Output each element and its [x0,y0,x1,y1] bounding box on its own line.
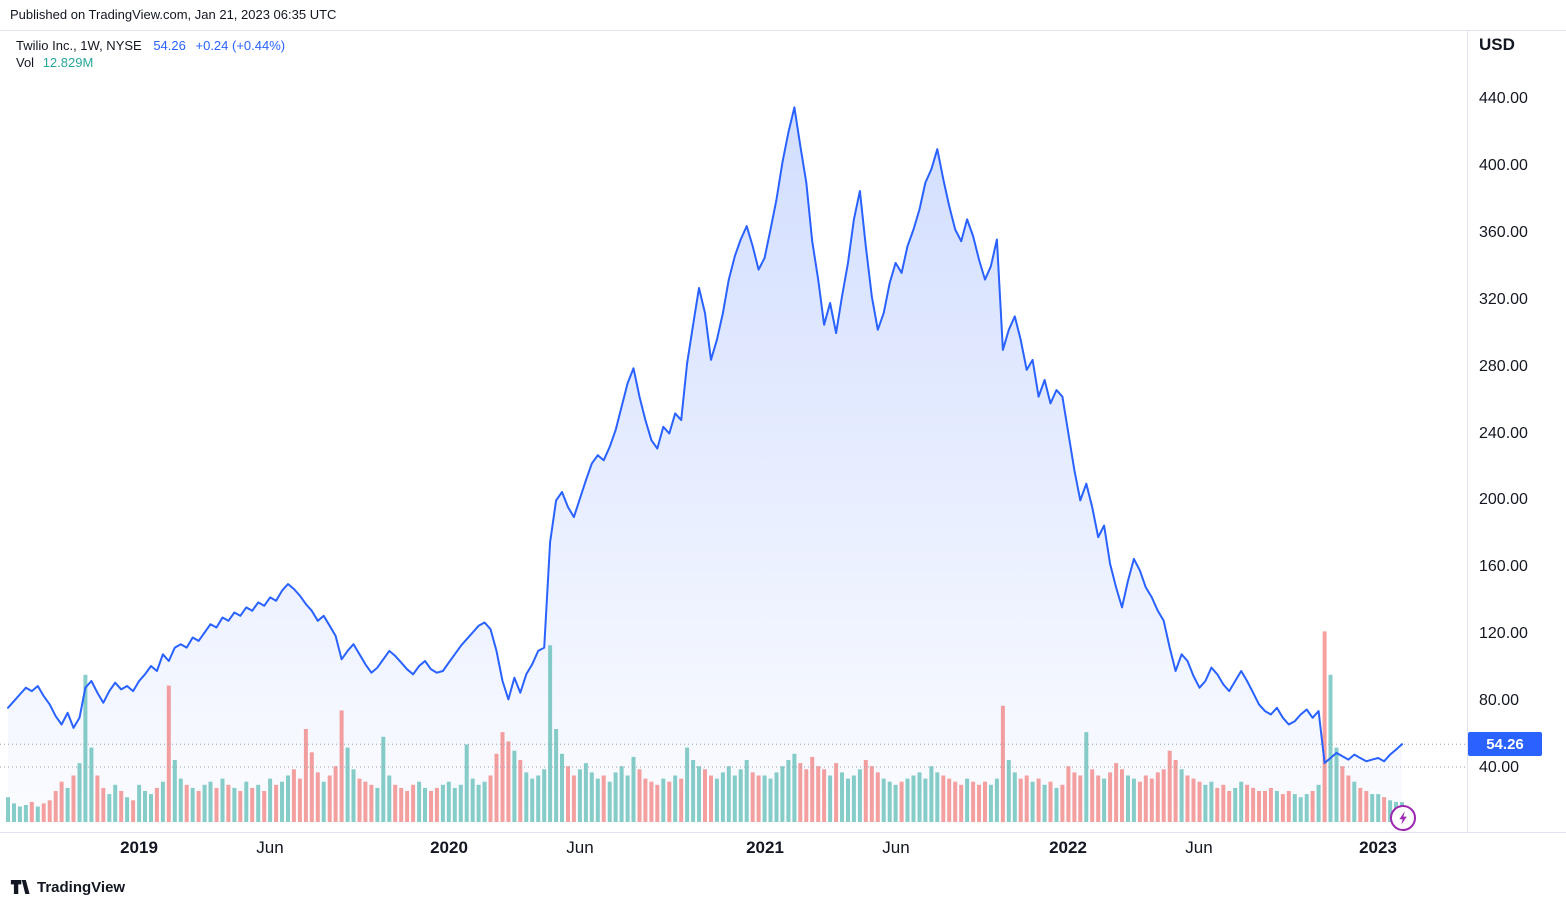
lightning-icon[interactable] [1389,804,1417,832]
time-axis[interactable]: 2019 Jun 2020 Jun 2021 Jun 2022 Jun 2023 [0,836,1467,862]
legend-change: +0.24 (+0.44%) [195,38,286,53]
price-tick-label: 120.00 [1479,625,1528,643]
time-tick-label: Jun [882,838,910,857]
price-tick-label: 160.00 [1479,558,1528,576]
time-axis-divider [0,832,1566,833]
time-tick-label: 2022 [1049,838,1087,857]
chart-legend: Twilio Inc., 1W, NYSE 54.26 +0.24 (+0.44… [16,37,291,71]
price-tick-label: 320.00 [1479,290,1528,308]
time-tick-label: 2019 [120,838,158,857]
price-tick-label: 240.00 [1479,424,1528,442]
time-tick-label: Jun [1185,838,1213,857]
current-price-value: 54.26 [1486,735,1524,753]
price-tick-label: 40.00 [1479,759,1520,776]
volume-label: Vol [16,55,35,70]
price-area-fill [8,107,1402,822]
price-tick-label: 360.00 [1479,223,1528,241]
price-tick-label: 400.00 [1479,156,1528,174]
published-note: Published on TradingView.com, Jan 21, 20… [10,7,337,22]
price-tick-label: 440.00 [1479,90,1528,107]
footer-brand-label: TradingView [37,878,126,896]
volume-bars [6,631,1404,823]
price-axis[interactable]: USD 440.00 400.00 360.00 320.00 280.00 240.00… [1468,30,1566,832]
price-axis-divider [1467,30,1468,832]
time-tick-label: 2021 [746,838,784,857]
currency-label: USD [1479,35,1515,54]
current-price-badge: 54.26 [1468,732,1542,757]
price-line [7,106,1403,764]
volume-value: 12.829M [42,55,94,70]
price-level-lines [0,743,1467,768]
legend-last-price: 54.26 [153,38,186,53]
time-tick-label: Jun [566,838,594,857]
price-tick-label: 80.00 [1479,692,1520,710]
price-tick-label: 200.00 [1479,491,1528,509]
tradingview-logo-icon [10,880,30,894]
symbol-title: Twilio Inc., 1W, NYSE [16,38,142,53]
header-divider [0,30,1566,31]
time-tick-label: 2020 [430,838,468,857]
price-tick-label: 280.00 [1479,357,1528,375]
price-chart-svg[interactable] [0,30,1467,832]
time-tick-label: 2023 [1359,838,1397,857]
time-tick-label: Jun [256,838,284,857]
footer-brand[interactable]: TradingView [10,878,125,896]
